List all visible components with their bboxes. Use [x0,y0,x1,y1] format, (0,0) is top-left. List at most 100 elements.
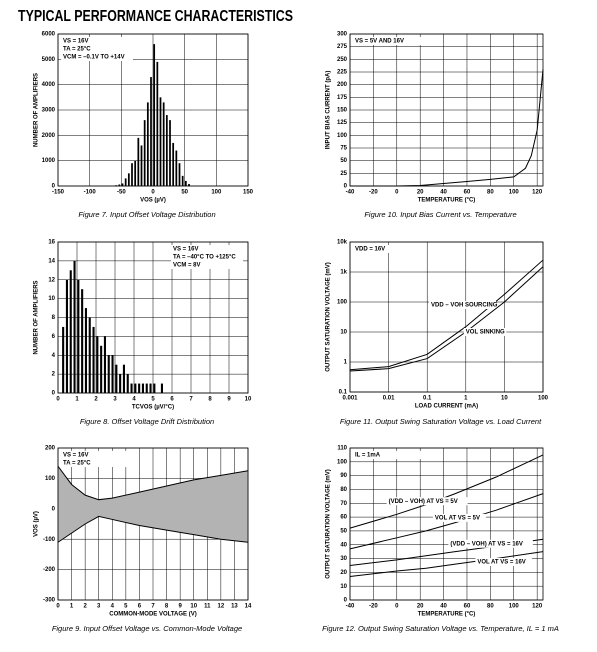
series-label: VOL AT VS = 5V [435,515,480,521]
annotation: VDD = 16V [355,247,385,253]
x-tick-label: 10 [501,396,508,402]
bar [143,120,146,186]
bar [115,364,118,393]
bar [131,163,133,186]
y-tick-label: 16 [48,240,55,246]
x-tick-label: 60 [464,604,471,610]
y-tick-label: -200 [43,567,56,573]
bar [62,326,65,393]
x-tick-label: 120 [532,604,543,610]
y-axis-title: INPUT BIAS CURRENT (pA) [326,71,332,150]
x-tick-label: 100 [538,396,549,402]
x-tick-label: -40 [346,190,355,196]
y-tick-label: 200 [45,446,56,452]
annotation-bg [171,245,243,253]
annotation-bg [61,45,133,53]
x-tick-label: 1 [464,396,468,402]
bar [156,61,159,186]
x-axis-title: COMMON-MODE VOLTAGE (V) [109,612,196,618]
bar [84,308,87,393]
annotation-bg [353,451,425,459]
bar [92,326,95,393]
series-line [57,465,249,501]
x-tick-label: 60 [464,190,471,196]
plot-frame [349,33,544,187]
bar [149,383,152,393]
y-tick-label: 100 [337,459,348,465]
y-tick-label: 10k [337,240,348,246]
bar [137,137,140,186]
x-tick-label: 8 [165,604,169,610]
bar [130,383,133,393]
y-tick-label: 25 [340,171,347,177]
annotation: VS = 5V AND 16V [355,39,404,45]
bar [162,102,165,186]
annotation: VCM = 8V [173,263,201,269]
bar [175,150,178,186]
x-tick-label: 9 [227,397,231,403]
figure-caption: Figure 9. Input Offset Voltage vs. Commo… [52,624,242,633]
x-tick-label: 40 [440,604,447,610]
bar [181,175,184,186]
y-tick-label: 50 [340,158,347,164]
y-tick-label: 175 [337,95,348,101]
x-tick-label: 80 [487,604,494,610]
bar [153,44,156,187]
annotation: IL = 1mA [355,453,381,459]
x-tick-label: 150 [243,190,254,196]
series-line [349,493,544,550]
bar [65,279,68,393]
y-tick-label: 150 [337,108,348,114]
x-tick-label: 0 [56,604,60,610]
x-axis-title: TEMPERATURE (°C) [418,198,476,204]
annotation-bg [61,459,133,467]
y-axis-title: OUTPUT SATURATION VOLTAGE (mV) [326,469,332,579]
y-tick-label: 70 [340,501,347,507]
y-tick-label: 8 [52,315,56,321]
band-fill [58,466,248,543]
x-tick-label: 120 [532,190,543,196]
bar [103,336,106,393]
bar [127,173,130,186]
bar [73,260,76,393]
y-tick-label: 90 [340,473,347,479]
annotation: TA = 25°C [63,47,91,53]
y-axis-title: VOS (µV) [34,511,40,537]
x-tick-label: 3 [97,604,101,610]
bar [119,374,122,393]
x-tick-label: 100 [509,190,520,196]
y-tick-label: 225 [337,70,348,76]
series-line [349,266,544,372]
x-tick-label: 100 [211,190,222,196]
series-line [57,515,249,543]
bar [124,178,127,186]
bar [134,383,137,393]
y-tick-label: 10 [340,584,347,590]
bar [150,77,152,186]
x-tick-label: 6 [170,397,174,403]
plot-frame [57,447,249,601]
y-tick-label: 100 [337,133,348,139]
label-bg [429,301,497,309]
x-axis-title: TEMPERATURE (°C) [418,612,476,618]
bar [184,180,187,186]
figure-caption: Figure 12. Output Swing Saturation Volta… [322,624,559,633]
annotation: VS = 16V [63,453,89,459]
y-tick-label: 1000 [42,158,56,164]
x-tick-label: 2 [94,397,98,403]
y-axis-title: NUMBER OF AMPLIFIERS [34,280,40,354]
label-bg [475,558,532,566]
y-tick-label: 0 [52,184,56,190]
y-tick-label: 2 [52,372,56,378]
series-label: VOL SINKING [466,330,505,336]
x-tick-label: -40 [346,604,355,610]
bar [100,345,103,393]
y-tick-label: 200 [337,82,348,88]
annotation-bg [353,37,425,45]
bar [141,383,144,393]
y-tick-label: 3000 [42,108,56,114]
